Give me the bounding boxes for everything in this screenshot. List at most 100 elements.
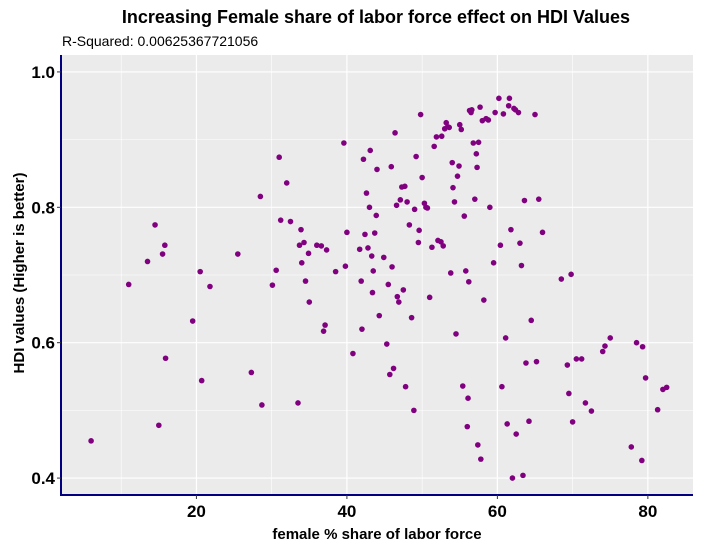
data-point <box>388 163 395 170</box>
data-point <box>473 151 480 157</box>
data-point <box>198 377 205 384</box>
data-point <box>490 260 497 266</box>
data-point <box>602 343 608 349</box>
x-axis-title: female % share of labor force <box>272 526 481 543</box>
y-tick-label: 0.8 <box>31 198 55 217</box>
data-point <box>513 431 519 437</box>
data-point <box>569 419 576 425</box>
data-point <box>639 343 646 350</box>
data-point <box>417 111 424 118</box>
y-axis-ticks: 0.4 0.6 0.8 1.0 <box>31 63 61 488</box>
data-point <box>306 299 313 305</box>
data-point <box>450 184 456 191</box>
data-point <box>528 317 535 324</box>
data-point <box>298 226 304 233</box>
data-point <box>386 371 393 378</box>
data-point <box>295 400 301 406</box>
data-point <box>404 199 410 205</box>
data-point <box>389 264 395 270</box>
minor-gridlines <box>61 55 693 495</box>
data-point <box>368 253 375 259</box>
data-point <box>487 204 493 211</box>
data-point <box>465 395 471 402</box>
data-point <box>496 95 502 102</box>
data-point <box>362 231 368 238</box>
data-point <box>539 229 546 236</box>
data-point <box>189 318 196 324</box>
data-point <box>358 278 365 284</box>
data-point <box>367 147 374 154</box>
data-point <box>392 130 398 136</box>
data-point <box>207 283 213 290</box>
data-point <box>628 444 635 450</box>
data-point <box>465 278 472 285</box>
data-point <box>413 153 419 160</box>
data-point <box>406 222 413 228</box>
x-tick-label: 20 <box>187 502 206 521</box>
data-point <box>332 268 339 275</box>
data-point <box>424 205 431 211</box>
data-point <box>588 408 595 414</box>
data-point <box>582 400 589 406</box>
data-point <box>342 263 349 270</box>
data-point <box>408 314 415 321</box>
data-point <box>429 244 435 251</box>
data-point <box>305 250 312 257</box>
data-point <box>350 350 356 357</box>
data-point <box>520 472 526 479</box>
data-point <box>369 289 376 296</box>
data-point <box>376 312 383 319</box>
data-point <box>397 197 404 203</box>
data-point <box>472 196 478 202</box>
data-point <box>515 109 522 116</box>
data-point <box>663 384 670 391</box>
data-point <box>302 278 309 284</box>
data-point <box>393 202 400 209</box>
data-point <box>314 242 320 249</box>
data-point <box>426 294 433 301</box>
data-point <box>380 254 387 261</box>
data-point <box>396 299 402 305</box>
x-tick-label: 60 <box>488 502 507 521</box>
data-point <box>301 239 307 246</box>
data-point <box>535 196 542 202</box>
data-point <box>394 293 401 300</box>
data-point <box>390 365 397 372</box>
data-point <box>446 124 453 131</box>
data-point <box>481 297 487 303</box>
chart-title: Increasing Female share of labor force e… <box>122 7 630 27</box>
data-point <box>162 355 169 362</box>
data-point <box>360 156 367 163</box>
data-point <box>277 217 284 223</box>
data-point <box>526 418 532 425</box>
data-point <box>464 423 471 430</box>
data-point <box>449 159 456 166</box>
data-point <box>287 218 294 225</box>
data-point <box>492 109 498 116</box>
data-point <box>411 407 417 414</box>
data-point <box>400 287 407 293</box>
data-point <box>456 163 462 169</box>
data-point <box>402 383 409 390</box>
data-point <box>500 111 507 117</box>
data-point <box>415 239 422 246</box>
data-point <box>504 421 510 427</box>
data-point <box>639 457 645 464</box>
data-point <box>152 222 158 228</box>
y-axis-title: HDI values (Higher is better) <box>11 173 28 374</box>
data-point <box>462 268 469 274</box>
y-tick-label: 1.0 <box>31 63 55 82</box>
data-point <box>564 362 571 368</box>
data-point <box>276 154 282 161</box>
data-point <box>162 242 168 249</box>
data-point <box>322 322 328 328</box>
data-point <box>269 282 276 288</box>
data-point <box>385 281 392 288</box>
data-point <box>654 406 661 413</box>
data-point <box>502 335 509 341</box>
data-point <box>485 117 492 123</box>
data-point <box>359 326 365 332</box>
data-point <box>478 456 484 462</box>
data-point <box>497 242 504 249</box>
data-point <box>518 262 525 269</box>
